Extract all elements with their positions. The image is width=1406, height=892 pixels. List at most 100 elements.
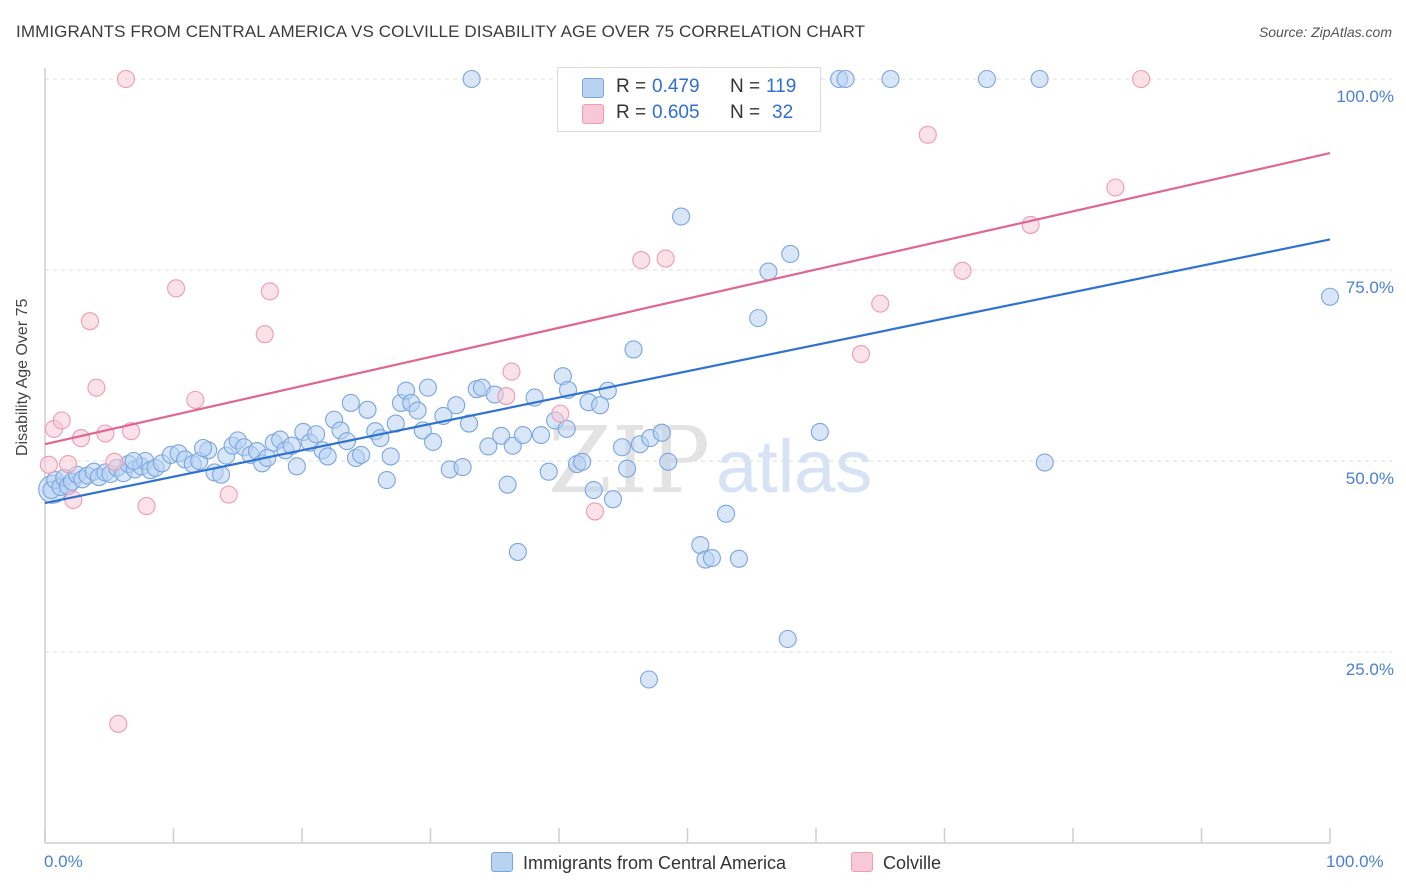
data-point <box>287 457 306 476</box>
data-point <box>781 244 800 264</box>
legend-n-label: N = <box>730 102 761 123</box>
legend-r-label: R = <box>616 102 647 123</box>
data-point <box>659 452 678 471</box>
data-point <box>702 548 721 568</box>
trend-line-immigrants <box>44 238 1331 505</box>
series-colville-points <box>39 69 1151 733</box>
data-point <box>186 390 205 409</box>
data-point <box>64 490 83 510</box>
data-point <box>137 497 156 516</box>
data-point <box>1106 178 1125 197</box>
data-point <box>508 542 527 561</box>
data-point <box>447 396 466 415</box>
data-point <box>260 282 279 301</box>
data-point <box>851 344 871 364</box>
data-point <box>632 251 651 270</box>
data-point <box>652 423 671 442</box>
legend-r-label: R = <box>616 76 647 97</box>
data-point <box>408 401 427 420</box>
data-point <box>498 475 517 494</box>
data-point <box>603 490 623 509</box>
data-point <box>591 396 610 415</box>
data-point <box>531 425 551 445</box>
chart-title: IMMIGRANTS FROM CENTRAL AMERICA VS COLVI… <box>16 22 866 41</box>
data-point <box>194 438 213 458</box>
data-point <box>557 419 576 438</box>
data-point <box>462 69 481 89</box>
data-point <box>918 125 937 144</box>
legend-r-value: 0.479 <box>652 76 700 97</box>
data-point <box>871 294 890 313</box>
data-point <box>502 362 521 381</box>
data-point <box>96 424 115 443</box>
data-point <box>749 309 768 328</box>
legend-n-value: 32 <box>772 102 794 123</box>
axes <box>44 68 1331 844</box>
y-tick-label: 75.0% <box>1345 278 1394 297</box>
data-point <box>116 69 136 89</box>
stats-legend: R = 0.479 N = 119 R = 0.605 N = 32 <box>557 67 821 132</box>
data-point <box>551 404 570 423</box>
data-point <box>759 262 778 281</box>
data-point <box>539 462 558 481</box>
data-point <box>573 452 592 471</box>
legend-r-value: 0.605 <box>652 102 700 123</box>
data-point <box>810 422 829 442</box>
x-tick-label: 0.0% <box>44 852 83 871</box>
legend-swatch-pink <box>851 852 873 872</box>
data-point <box>307 425 326 444</box>
data-point <box>479 437 498 456</box>
trend-lines <box>44 152 1331 505</box>
data-point <box>377 471 396 490</box>
data-point <box>282 436 301 455</box>
trend-line-colville <box>44 152 1331 446</box>
data-point <box>618 459 637 478</box>
data-point <box>352 445 371 464</box>
data-point <box>1320 287 1340 306</box>
legend-swatch-pink <box>582 104 604 124</box>
data-point <box>778 629 797 649</box>
data-point <box>639 670 659 689</box>
data-point <box>318 447 337 466</box>
data-point <box>167 279 186 298</box>
data-point <box>656 249 675 268</box>
data-point <box>492 426 511 445</box>
data-point <box>497 387 516 406</box>
data-point <box>105 452 124 471</box>
legend-swatch-blue <box>491 852 513 872</box>
data-point <box>341 393 360 412</box>
source-label: Source: ZipAtlas.com <box>1258 24 1392 40</box>
data-point <box>80 312 100 331</box>
legend-n-label: N = <box>730 76 761 97</box>
bottom-legend-immigrants: Immigrants from Central America <box>491 852 786 874</box>
data-point <box>418 378 437 397</box>
data-point <box>977 69 996 89</box>
y-tick-label: 25.0% <box>1345 660 1394 679</box>
series-immigrants-points <box>38 69 1340 689</box>
data-point <box>672 207 691 226</box>
bottom-legend-colville: Colville <box>851 852 941 874</box>
data-point <box>585 502 605 521</box>
data-point <box>424 432 443 451</box>
data-point <box>1035 453 1054 472</box>
data-point <box>358 400 377 419</box>
data-point <box>109 714 128 733</box>
data-point <box>716 504 736 523</box>
data-point <box>381 447 400 466</box>
data-point <box>513 425 533 445</box>
data-point <box>59 455 78 474</box>
data-point <box>255 325 274 344</box>
x-tick-label: 100.0% <box>1326 852 1384 871</box>
data-point <box>953 261 972 280</box>
data-point <box>1132 69 1151 89</box>
data-point <box>122 422 141 441</box>
data-point <box>584 480 603 500</box>
data-point <box>87 378 106 397</box>
data-point <box>881 69 900 89</box>
data-point <box>836 69 855 89</box>
legend-swatch-blue <box>582 78 604 98</box>
y-tick-label: 50.0% <box>1345 469 1394 488</box>
data-point <box>39 455 58 474</box>
data-point <box>219 485 238 504</box>
